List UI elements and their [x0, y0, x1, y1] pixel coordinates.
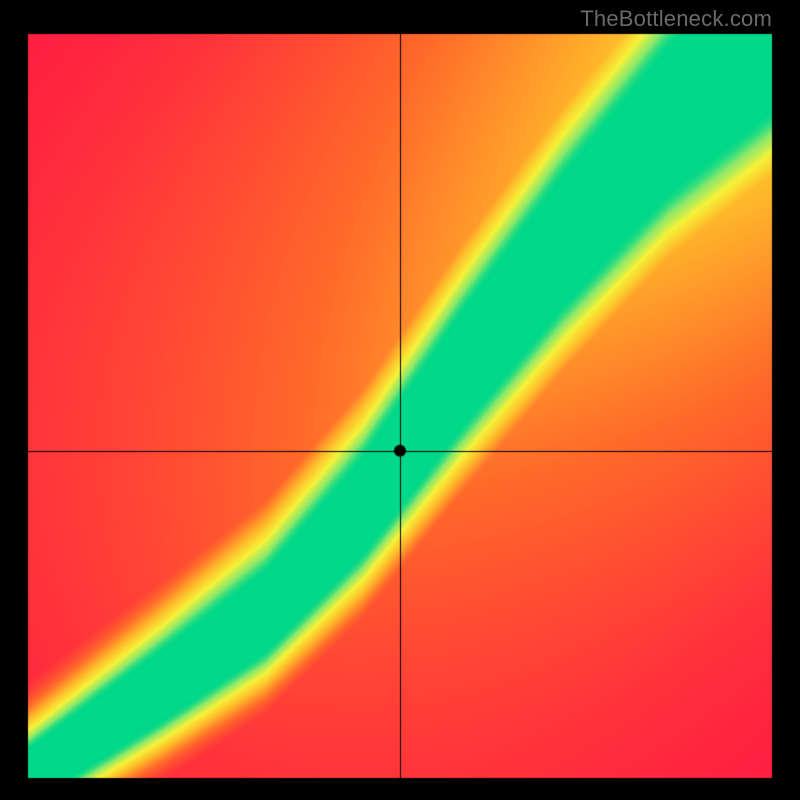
bottleneck-heatmap — [0, 0, 800, 800]
watermark-text: TheBottleneck.com — [580, 6, 772, 32]
chart-container: TheBottleneck.com — [0, 0, 800, 800]
